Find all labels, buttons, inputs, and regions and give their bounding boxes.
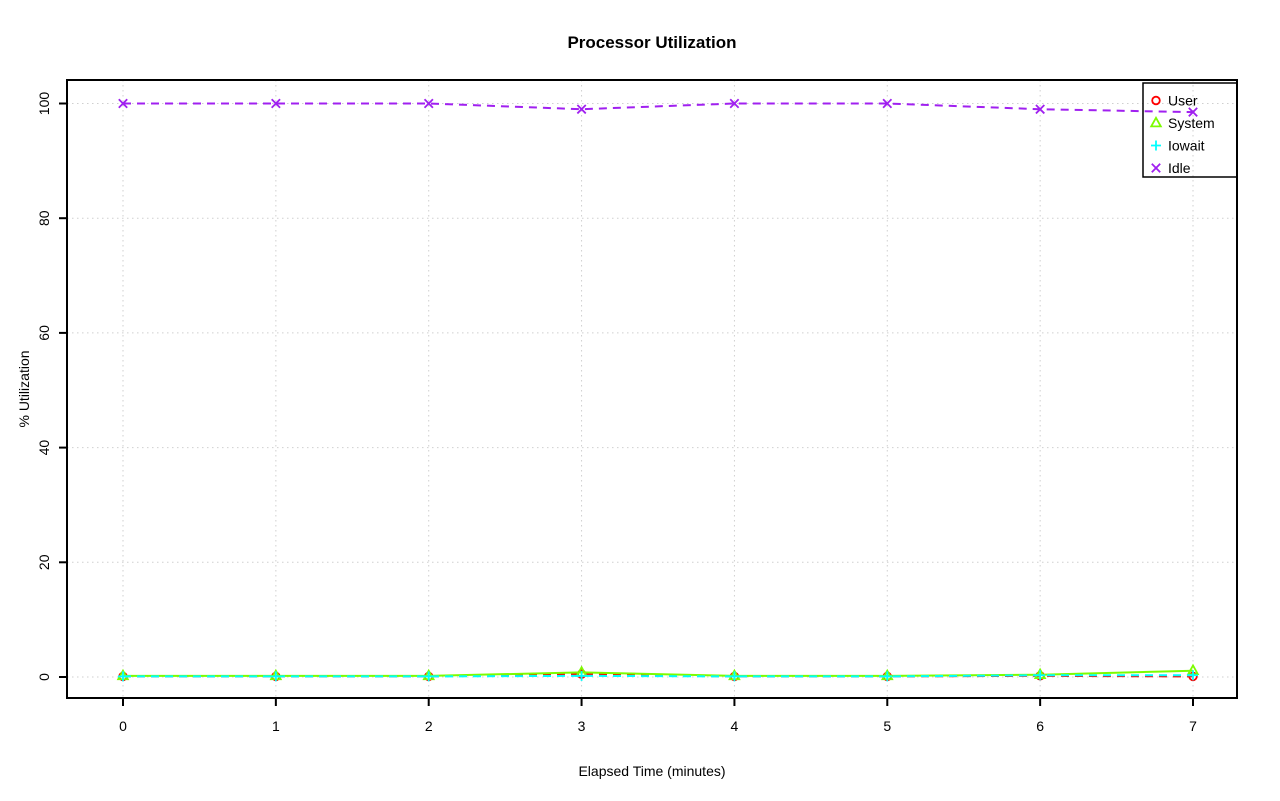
y-tick-label: 80 — [36, 210, 52, 226]
x-tick-label: 1 — [272, 718, 280, 734]
legend-label: System — [1168, 115, 1215, 131]
data-point — [882, 98, 893, 109]
legend: User System Iowait Idle — [1142, 82, 1238, 178]
legend-item-system: System — [1149, 115, 1215, 131]
triangle-icon — [1149, 115, 1163, 128]
series-line — [123, 102, 1194, 114]
x-tick-label: 4 — [731, 718, 739, 734]
x-axis-label: Elapsed Time (minutes) — [578, 763, 726, 779]
y-tick-label: 20 — [36, 554, 52, 570]
x-tick-label: 7 — [1189, 718, 1197, 734]
legend-item-user: User — [1151, 92, 1198, 108]
series-idle — [118, 98, 1198, 117]
x-icon — [1151, 163, 1161, 173]
data-point — [882, 671, 893, 682]
data-point — [271, 98, 281, 109]
data-point — [1035, 104, 1045, 115]
data-point — [1035, 670, 1046, 681]
series-iowait — [118, 670, 1198, 682]
x-tick-label: 0 — [119, 718, 127, 734]
legend-label: User — [1168, 92, 1198, 108]
series-line — [123, 674, 1193, 678]
data-point — [1188, 107, 1198, 117]
y-axis-label: % Utilization — [16, 350, 32, 428]
data-point — [729, 671, 740, 682]
data-point — [1188, 670, 1198, 681]
x-tick-label: 2 — [425, 718, 433, 734]
data-point — [270, 671, 281, 682]
chart-title: Processor Utilization — [567, 33, 737, 52]
data-point — [729, 98, 740, 109]
x-tick-label: 3 — [578, 718, 586, 734]
data-point — [576, 670, 587, 681]
gridlines — [67, 80, 1237, 698]
data-point — [118, 98, 128, 109]
plot-border — [66, 79, 1238, 699]
legend-label: Idle — [1168, 160, 1191, 176]
circle-icon — [1151, 95, 1161, 106]
y-axis: 0 20 40 60 80 100 — [36, 92, 67, 681]
x-axis: 0 1 2 3 4 5 6 7 — [119, 698, 1197, 734]
y-tick-label: 100 — [36, 92, 52, 116]
data-point — [118, 671, 128, 682]
data-point — [423, 98, 434, 109]
legend-box — [1142, 82, 1238, 178]
series-line — [123, 669, 1194, 677]
plus-icon — [1151, 140, 1161, 151]
y-tick-label: 40 — [36, 440, 52, 456]
data-point — [576, 104, 587, 115]
legend-item-iowait: Iowait — [1151, 137, 1205, 153]
legend-label: Iowait — [1168, 137, 1205, 153]
legend-item-idle: Idle — [1151, 160, 1191, 176]
y-tick-label: 0 — [36, 673, 52, 681]
x-tick-label: 6 — [1036, 718, 1044, 734]
y-tick-label: 60 — [36, 325, 52, 341]
data-point — [423, 671, 434, 682]
x-tick-label: 5 — [883, 718, 891, 734]
